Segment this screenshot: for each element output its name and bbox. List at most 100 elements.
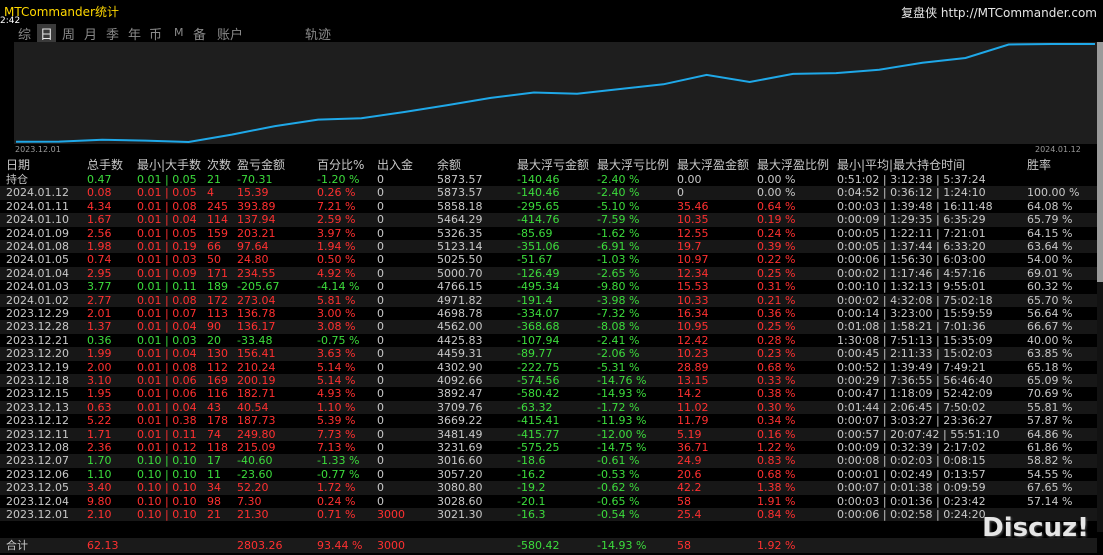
cell-date: 2023.12.05 — [6, 481, 69, 495]
vertical-scrollbar[interactable] — [1097, 42, 1103, 532]
table-row[interactable]: 2023.12.12 5.22 0.01 | 0.38 178 187.73 5.39 %… — [0, 414, 1097, 427]
table-row[interactable]: 2024.01.03 3.77 0.01 | 0.11 189 -205.67 -4.14… — [0, 280, 1097, 293]
table-row[interactable]: 2023.12.29 2.01 0.01 | 0.07 113 136.78 3.00 %… — [0, 307, 1097, 320]
cell-max-drawdown: -351.06 — [517, 240, 560, 253]
cell-max-float-profit-pct: 0.25 % — [757, 320, 796, 334]
cell-max-float-profit-pct: 0.28 % — [757, 333, 796, 347]
cell-balance: 4459.31 — [437, 347, 483, 361]
cell-date: 2023.12.07 — [6, 454, 69, 468]
table-row[interactable]: 2023.12.08 2.36 0.01 | 0.12 118 215.09 7.13 %… — [0, 441, 1097, 454]
header-win-rate[interactable]: 胜率 — [1027, 158, 1052, 172]
tab-note[interactable]: 备 — [193, 28, 207, 43]
table-row[interactable]: 2023.12.28 1.37 0.01 | 0.04 90 136.17 3.08 % 0… — [0, 320, 1097, 334]
table-row[interactable]: 2024.01.09 2.56 0.01 | 0.05 159 203.21 3.97 %… — [0, 227, 1097, 240]
table-row[interactable]: 2023.12.05 3.40 0.10 | 0.10 34 52.20 1.72 % 0 3… — [0, 481, 1097, 495]
tab-magic[interactable]: M — [174, 26, 184, 39]
table-row[interactable]: 2023.12.04 9.80 0.10 | 0.10 98 7.30 0.24 % 0 30… — [0, 495, 1097, 508]
table-row[interactable]: 2023.12.11 1.71 0.01 | 0.11 74 249.80 7.73 % 0… — [0, 427, 1097, 441]
header-max-float-profit[interactable]: 最大浮盈金额 — [677, 158, 750, 172]
tab-year[interactable]: 年 — [128, 28, 142, 43]
cell-balance: 5025.50 — [437, 253, 483, 267]
table-row[interactable]: 2024.01.12 0.08 0.01 | 0.05 4 15.39 0.26 % 0 58… — [0, 186, 1097, 200]
scrollbar-thumb[interactable] — [1097, 42, 1103, 282]
header-lots[interactable]: 总手数 — [87, 158, 124, 172]
header-max-drawdown-pct[interactable]: 最大浮亏比例 — [597, 158, 670, 172]
cell-in-out: 0 — [377, 360, 384, 374]
cell-max-drawdown-pct: -11.93 % — [597, 414, 647, 428]
cell-date: 2023.12.01 — [6, 508, 69, 521]
header-in-out[interactable]: 出入金 — [377, 158, 414, 172]
cell-date: 2023.12.18 — [6, 374, 69, 387]
cell-hold-time: 0:00:09 | 0:32:39 | 2:17:02 — [837, 441, 986, 454]
total-pct: 93.44 % — [317, 539, 363, 552]
table-row[interactable]: 2023.12.21 0.36 0.01 | 0.03 20 -33.48 -0.75 %… — [0, 334, 1097, 347]
cell-max-float-profit: 10.95 — [677, 320, 709, 334]
header-pnl[interactable]: 盈亏金额 — [237, 158, 286, 172]
table-row[interactable]: 2024.01.10 1.67 0.01 | 0.04 114 137.94 2.59 %… — [0, 213, 1097, 227]
header-max-float-profit-pct[interactable]: 最大浮盈比例 — [757, 158, 830, 172]
cell-max-drawdown-pct: -14.93 % — [597, 387, 647, 401]
cell-lots: 2.77 — [87, 293, 112, 307]
table-row[interactable]: 2023.12.19 2.00 0.01 | 0.08 112 210.24 5.14 %… — [0, 361, 1097, 374]
tab-quarter[interactable]: 季 — [106, 28, 120, 43]
cell-date: 2023.12.19 — [6, 360, 69, 374]
table-row[interactable]: 2024.01.05 0.74 0.01 | 0.03 50 24.80 0.50 % 0 5… — [0, 253, 1097, 266]
tab-account[interactable]: 账户 — [217, 28, 244, 43]
cell-pct: 7.73 % — [317, 427, 356, 441]
table-row[interactable]: 2024.01.02 2.77 0.01 | 0.08 172 273.04 5.81 %… — [0, 293, 1097, 307]
tab-day[interactable]: 日 — [37, 24, 57, 43]
cell-in-out: 0 — [377, 467, 384, 481]
tab-summary[interactable]: 综 — [18, 28, 32, 43]
cell-hold-time: 0:00:09 | 1:29:35 | 6:35:29 — [837, 213, 986, 227]
cell-max-drawdown-pct: -12.00 % — [597, 427, 647, 441]
cell-hold-time: 0:00:52 | 1:39:49 | 7:49:21 — [837, 360, 986, 374]
cell-max-drawdown: -415.77 — [517, 427, 560, 441]
cell-pct: 1.72 % — [317, 481, 356, 495]
header-max-drawdown[interactable]: 最大浮亏金额 — [517, 158, 590, 172]
table-row[interactable]: 2023.12.15 1.95 0.01 | 0.06 116 182.71 4.93 %… — [0, 387, 1097, 400]
cell-max-float-profit: 0.00 — [677, 173, 702, 186]
header-min-max-lots[interactable]: 最小|大手数 — [137, 158, 202, 172]
header-count[interactable]: 次数 — [207, 158, 232, 172]
cell-lots: 1.95 — [87, 387, 112, 401]
cell-max-drawdown-pct: -5.10 % — [597, 199, 640, 213]
table-row[interactable]: 持仓 0.47 0.01 | 0.05 21 -70.31 -1.20 % 0 5873.57… — [0, 173, 1097, 186]
cell-min-max-lots: 0.01 | 0.09 — [137, 266, 197, 280]
table-row[interactable]: 2024.01.04 2.95 0.01 | 0.09 171 234.55 4.92 %… — [0, 266, 1097, 281]
cell-count: 116 — [207, 387, 228, 401]
header-balance[interactable]: 余额 — [437, 158, 462, 172]
cell-hold-time: 0:00:05 | 1:22:11 | 7:21:01 — [837, 226, 986, 240]
header-pct[interactable]: 百分比% — [317, 158, 365, 172]
table-row[interactable]: 2024.01.11 4.34 0.01 | 0.08 245 393.89 7.21 %… — [0, 200, 1097, 213]
table-row[interactable]: 2023.12.18 3.10 0.01 | 0.06 169 200.19 5.14 %… — [0, 374, 1097, 388]
table-row[interactable]: 2023.12.13 0.63 0.01 | 0.04 43 40.54 1.10 % 0 3… — [0, 400, 1097, 415]
tab-week[interactable]: 周 — [62, 28, 76, 43]
table-row[interactable]: 2024.01.08 1.98 0.01 | 0.19 66 97.64 1.94 % 0 5… — [0, 240, 1097, 254]
cell-max-float-profit-pct: 0.33 % — [757, 374, 796, 387]
tab-symbol[interactable]: 币 — [149, 28, 163, 43]
table-row[interactable]: 2023.12.06 1.10 0.10 | 0.10 11 -23.60 -0.77 %… — [0, 468, 1097, 481]
cell-hold-time: 0:01:44 | 2:06:45 | 7:50:02 — [837, 400, 986, 414]
header-date[interactable]: 日期 — [6, 158, 31, 172]
cell-lots: 1.67 — [87, 213, 112, 227]
cell-min-max-lots: 0.01 | 0.19 — [137, 240, 197, 253]
cell-min-max-lots: 0.10 | 0.10 — [137, 508, 197, 521]
cell-max-drawdown: -140.46 — [517, 186, 560, 200]
brand-link[interactable]: 复盘侠 http://MTCommander.com — [901, 6, 1097, 20]
tab-trajectory[interactable]: 轨迹 — [305, 28, 332, 43]
cell-in-out: 0 — [377, 387, 384, 401]
cell-max-drawdown-pct: -0.53 % — [597, 467, 640, 481]
cell-max-float-profit-pct: 1.38 % — [757, 481, 796, 495]
tab-month[interactable]: 月 — [84, 28, 98, 43]
cell-max-drawdown: -51.67 — [517, 253, 553, 267]
table-row[interactable]: 2023.12.20 1.99 0.01 | 0.04 130 156.41 3.63 %… — [0, 347, 1097, 361]
cell-win-rate: 66.67 % — [1027, 320, 1073, 334]
cell-win-rate: 57.14 % — [1027, 494, 1073, 508]
header-hold-time[interactable]: 最小|平均|最大持仓时间 — [837, 158, 966, 172]
table-row[interactable]: 2023.12.07 1.70 0.10 | 0.10 17 -40.60 -1.33 %… — [0, 454, 1097, 468]
table-header: 日期 总手数 最小|大手数 次数 盈亏金额 百分比% 出入金 余额 最大浮亏金额 最大浮亏比例 最大… — [0, 158, 1097, 172]
table-row[interactable]: 2023.12.01 2.10 0.10 | 0.10 21 21.30 0.71 % 30… — [0, 508, 1097, 522]
cell-balance: 4971.82 — [437, 293, 483, 307]
cell-max-drawdown: -16.3 — [517, 508, 546, 521]
cell-date: 2023.12.13 — [6, 400, 69, 414]
